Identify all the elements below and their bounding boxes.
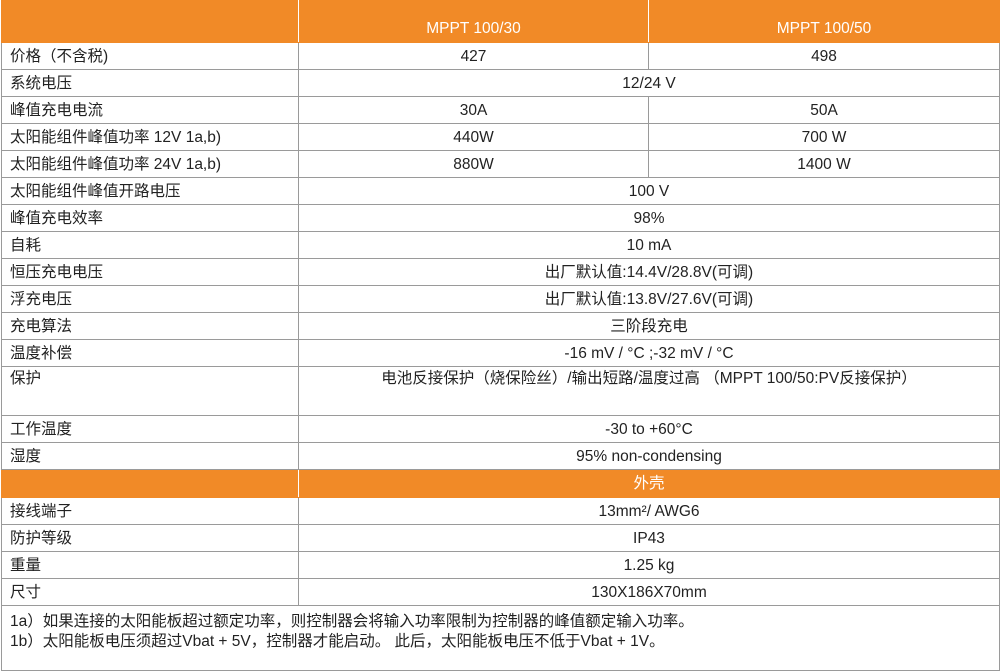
row-value: 95% non-condensing bbox=[298, 442, 1000, 470]
row-value: 98% bbox=[298, 204, 1000, 232]
row-label: 浮充电压 bbox=[1, 285, 299, 313]
section-cell bbox=[1, 469, 299, 498]
section-title: 外壳 bbox=[298, 469, 1000, 498]
row-label: 太阳能组件峰值功率 24V 1a,b) bbox=[1, 150, 299, 178]
row-label: 太阳能组件峰值功率 12V 1a,b) bbox=[1, 123, 299, 151]
row-value: 12/24 V bbox=[298, 69, 1000, 97]
row-value: 130X186X70mm bbox=[298, 578, 1000, 606]
row-value: 出厂默认值:14.4V/28.8V(可调) bbox=[298, 258, 1000, 286]
row-value: 700 W bbox=[648, 123, 1000, 151]
row-value: 电池反接保护（烧保险丝）/输出短路/温度过高 （MPPT 100/50:PV反接… bbox=[298, 366, 1000, 416]
spec-row: 充电算法 三阶段充电 bbox=[1, 312, 1000, 340]
row-value: 100 V bbox=[298, 177, 1000, 205]
row-label: 系统电压 bbox=[1, 69, 299, 97]
header-cell bbox=[1, 0, 299, 43]
header-cell: MPPT 100/50 bbox=[648, 0, 1000, 43]
row-value: 1.25 kg bbox=[298, 551, 1000, 579]
row-label: 接线端子 bbox=[1, 497, 299, 525]
row-value: 498 bbox=[648, 42, 1000, 70]
footnotes: 1a）如果连接的太阳能板超过额定功率，则控制器会将输入功率限制为控制器的峰值额定… bbox=[1, 605, 1000, 671]
spec-row: 峰值充电电流 30A 50A bbox=[1, 96, 1000, 124]
row-label: 太阳能组件峰值开路电压 bbox=[1, 177, 299, 205]
spec-row: 系统电压 12/24 V bbox=[1, 69, 1000, 97]
row-label: 自耗 bbox=[1, 231, 299, 259]
row-value: 10 mA bbox=[298, 231, 1000, 259]
row-label: 价格（不含税) bbox=[1, 42, 299, 70]
row-label: 峰值充电电流 bbox=[1, 96, 299, 124]
row-label: 湿度 bbox=[1, 442, 299, 470]
row-value: -16 mV / °C ;-32 mV / °C bbox=[298, 339, 1000, 367]
header-cell: MPPT 100/30 bbox=[298, 0, 649, 43]
spec-row: 自耗 10 mA bbox=[1, 231, 1000, 259]
row-label: 温度补偿 bbox=[1, 339, 299, 367]
spec-row: 保护 电池反接保护（烧保险丝）/输出短路/温度过高 （MPPT 100/50:PV… bbox=[1, 366, 1000, 416]
row-label: 尺寸 bbox=[1, 578, 299, 606]
header-row: MPPT 100/30 MPPT 100/50 bbox=[1, 0, 1000, 43]
spec-row: 太阳能组件峰值功率 12V 1a,b) 440W 700 W bbox=[1, 123, 1000, 151]
row-label: 充电算法 bbox=[1, 312, 299, 340]
row-label: 重量 bbox=[1, 551, 299, 579]
footnote: 1a）如果连接的太阳能板超过额定功率，则控制器会将输入功率限制为控制器的峰值额定… bbox=[10, 613, 694, 630]
spec-row: 防护等级 IP43 bbox=[1, 524, 1000, 552]
spec-row: 浮充电压 出厂默认值:13.8V/27.6V(可调) bbox=[1, 285, 1000, 313]
spec-row: 价格（不含税) 427 498 bbox=[1, 42, 1000, 70]
spec-row: 工作温度 -30 to +60°C bbox=[1, 415, 1000, 443]
spec-row: 重量 1.25 kg bbox=[1, 551, 1000, 579]
row-value: 30A bbox=[298, 96, 649, 124]
row-value: 50A bbox=[648, 96, 1000, 124]
row-value: 13mm²/ AWG6 bbox=[298, 497, 1000, 525]
spec-row: 峰值充电效率 98% bbox=[1, 204, 1000, 232]
row-value: 1400 W bbox=[648, 150, 1000, 178]
row-value: 三阶段充电 bbox=[298, 312, 1000, 340]
row-label: 恒压充电电压 bbox=[1, 258, 299, 286]
row-value: 出厂默认值:13.8V/27.6V(可调) bbox=[298, 285, 1000, 313]
row-value: IP43 bbox=[298, 524, 1000, 552]
footnote: 1b）太阳能板电压须超过Vbat + 5V，控制器才能启动。 此后，太阳能板电压… bbox=[10, 633, 665, 650]
row-label: 防护等级 bbox=[1, 524, 299, 552]
spec-row: 接线端子 13mm²/ AWG6 bbox=[1, 497, 1000, 525]
spec-row: 太阳能组件峰值开路电压 100 V bbox=[1, 177, 1000, 205]
spec-row: 太阳能组件峰值功率 24V 1a,b) 880W 1400 W bbox=[1, 150, 1000, 178]
row-value: 880W bbox=[298, 150, 649, 178]
row-value: -30 to +60°C bbox=[298, 415, 1000, 443]
section-row: 外壳 bbox=[1, 469, 1000, 498]
row-value: 440W bbox=[298, 123, 649, 151]
spec-row: 温度补偿 -16 mV / °C ;-32 mV / °C bbox=[1, 339, 1000, 367]
spec-row: 尺寸 130X186X70mm bbox=[1, 578, 1000, 606]
row-value: 427 bbox=[298, 42, 649, 70]
row-label: 工作温度 bbox=[1, 415, 299, 443]
spec-row: 湿度 95% non-condensing bbox=[1, 442, 1000, 470]
spec-row: 恒压充电电压 出厂默认值:14.4V/28.8V(可调) bbox=[1, 258, 1000, 286]
row-label: 保护 bbox=[1, 366, 299, 416]
row-label: 峰值充电效率 bbox=[1, 204, 299, 232]
footnote-row: 1a）如果连接的太阳能板超过额定功率，则控制器会将输入功率限制为控制器的峰值额定… bbox=[1, 605, 1000, 671]
